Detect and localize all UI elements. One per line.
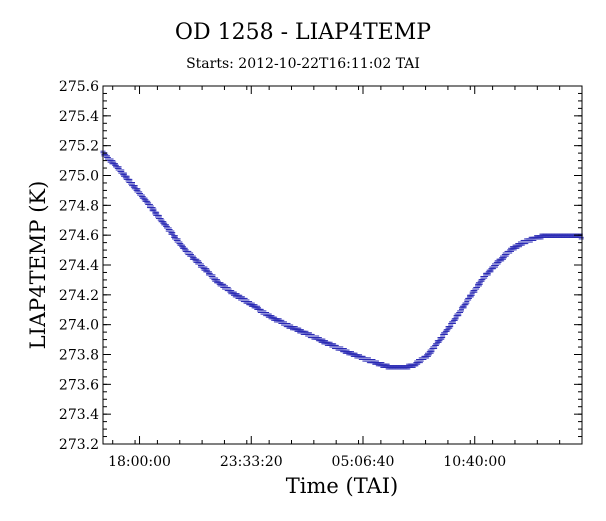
y-tick-label: 274.8 (59, 198, 99, 214)
y-tick-label: 275.0 (59, 169, 99, 185)
y-axis-label: LIAP4TEMP (K) (26, 181, 50, 350)
y-tick-label: 274.4 (59, 258, 99, 274)
chart-subtitle: Starts: 2012-10-22T16:11:02 TAI (186, 56, 420, 72)
y-tick-label: 274.0 (59, 318, 99, 334)
x-tick-label: 23:33:20 (220, 454, 283, 470)
y-tick-label: 275.2 (59, 139, 99, 155)
plot-frame (102, 85, 583, 445)
x-tick-label: 18:00:00 (108, 454, 171, 470)
data-points (100, 150, 584, 370)
x-tick-label: 05:06:40 (332, 454, 395, 470)
y-tick-label: 273.4 (59, 407, 99, 423)
y-tick-label: 274.6 (59, 228, 99, 244)
x-tick-label: 10:40:00 (443, 454, 506, 470)
x-axis-label: Time (TAI) (286, 474, 398, 498)
y-axis: 273.2 273.4 273.6 273.8 274.0 274.2 274.4 274.6… (59, 79, 582, 453)
y-tick-label: 275.4 (59, 109, 99, 125)
chart-title: OD 1258 - LIAP4TEMP (175, 20, 431, 45)
y-tick-label: 273.8 (59, 348, 99, 364)
y-tick-label: 274.2 (59, 288, 99, 304)
y-tick-label: 273.6 (59, 377, 99, 393)
x-axis: 18:00:00 23:33:20 05:06:40 10:40:00 (108, 86, 583, 470)
y-tick-label: 275.6 (59, 79, 99, 95)
y-tick-label: 273.2 (59, 437, 99, 453)
